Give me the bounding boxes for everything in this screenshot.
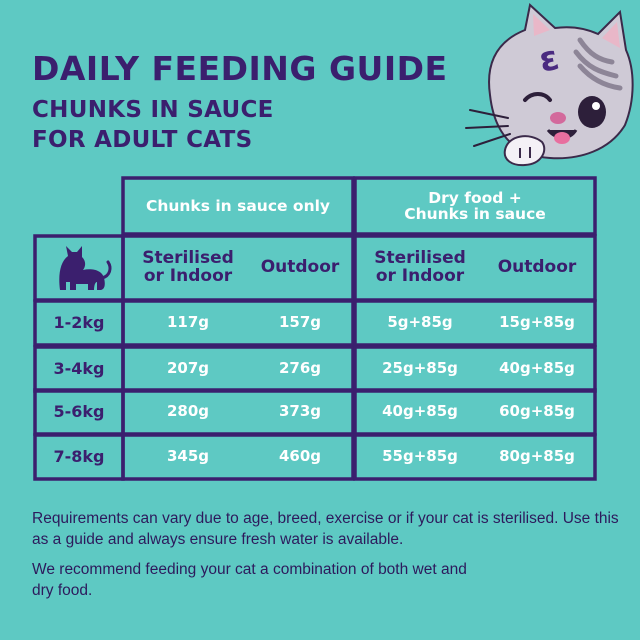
recommendation-note: We recommend feeding your cat a combinat… [32, 561, 467, 599]
header-chunks-only: Chunks in sauce only [145, 196, 331, 215]
value-only-sterilised: 280g [166, 402, 210, 421]
header-dry-plus-chunks-line2: Chunks in sauce [404, 205, 546, 223]
header-dry-plus-chunks: Dry food + Chunks in sauce [355, 178, 595, 234]
row-weight: 7-8kg [53, 446, 105, 466]
value-only-sterilised: 117g [166, 313, 210, 332]
value-only-outdoor: 460g [278, 447, 322, 466]
subtitle-line-1: CHUNKS IN SAUCE [32, 97, 274, 123]
value-mix-sterilised: 5g+85g [387, 313, 453, 332]
value-mix-sterilised: 25g+85g [382, 359, 458, 378]
value-mix-sterilised: 40g+85g [382, 402, 458, 421]
subheader-mix-sterilised: Sterilised or Indoor [360, 236, 480, 300]
row-weight: 5-6kg [53, 401, 105, 421]
value-only-sterilised: 345g [166, 447, 210, 466]
subtitle-line-2: FOR ADULT CATS [32, 127, 253, 153]
value-only-outdoor: 157g [278, 313, 322, 332]
cat-mascot-illustration: ε [465, 3, 634, 167]
value-only-outdoor: 373g [278, 402, 322, 421]
value-mix-outdoor: 15g+85g [499, 313, 575, 332]
row-weight: 1-2kg [53, 312, 105, 332]
sterilised-line2: or Indoor [375, 266, 465, 286]
value-mix-outdoor: 60g+85g [499, 402, 575, 421]
cat-silhouette-icon [59, 246, 112, 290]
sterilised-line1: Sterilised [374, 248, 466, 269]
value-mix-sterilised: 55g+85g [382, 447, 458, 466]
sterilised-line2: or Indoor [143, 266, 233, 286]
value-mix-outdoor: 80g+85g [499, 447, 575, 466]
page-title: DAILY FEEDING GUIDE [32, 49, 448, 88]
value-only-outdoor: 276g [278, 359, 322, 378]
subheader-only-sterilised: Sterilised or Indoor [128, 236, 248, 300]
header-dry-plus-chunks-line1: Dry food + [428, 188, 522, 207]
subheader-mix-outdoor: Outdoor [497, 257, 577, 278]
value-only-sterilised: 207g [166, 359, 210, 378]
value-mix-outdoor: 40g+85g [499, 359, 575, 378]
sterilised-line1: Sterilised [142, 248, 234, 269]
row-weight: 3-4kg [53, 358, 105, 378]
subheader-only-outdoor: Outdoor [260, 257, 340, 278]
requirements-note: Requirements can vary due to age, breed,… [32, 510, 619, 548]
